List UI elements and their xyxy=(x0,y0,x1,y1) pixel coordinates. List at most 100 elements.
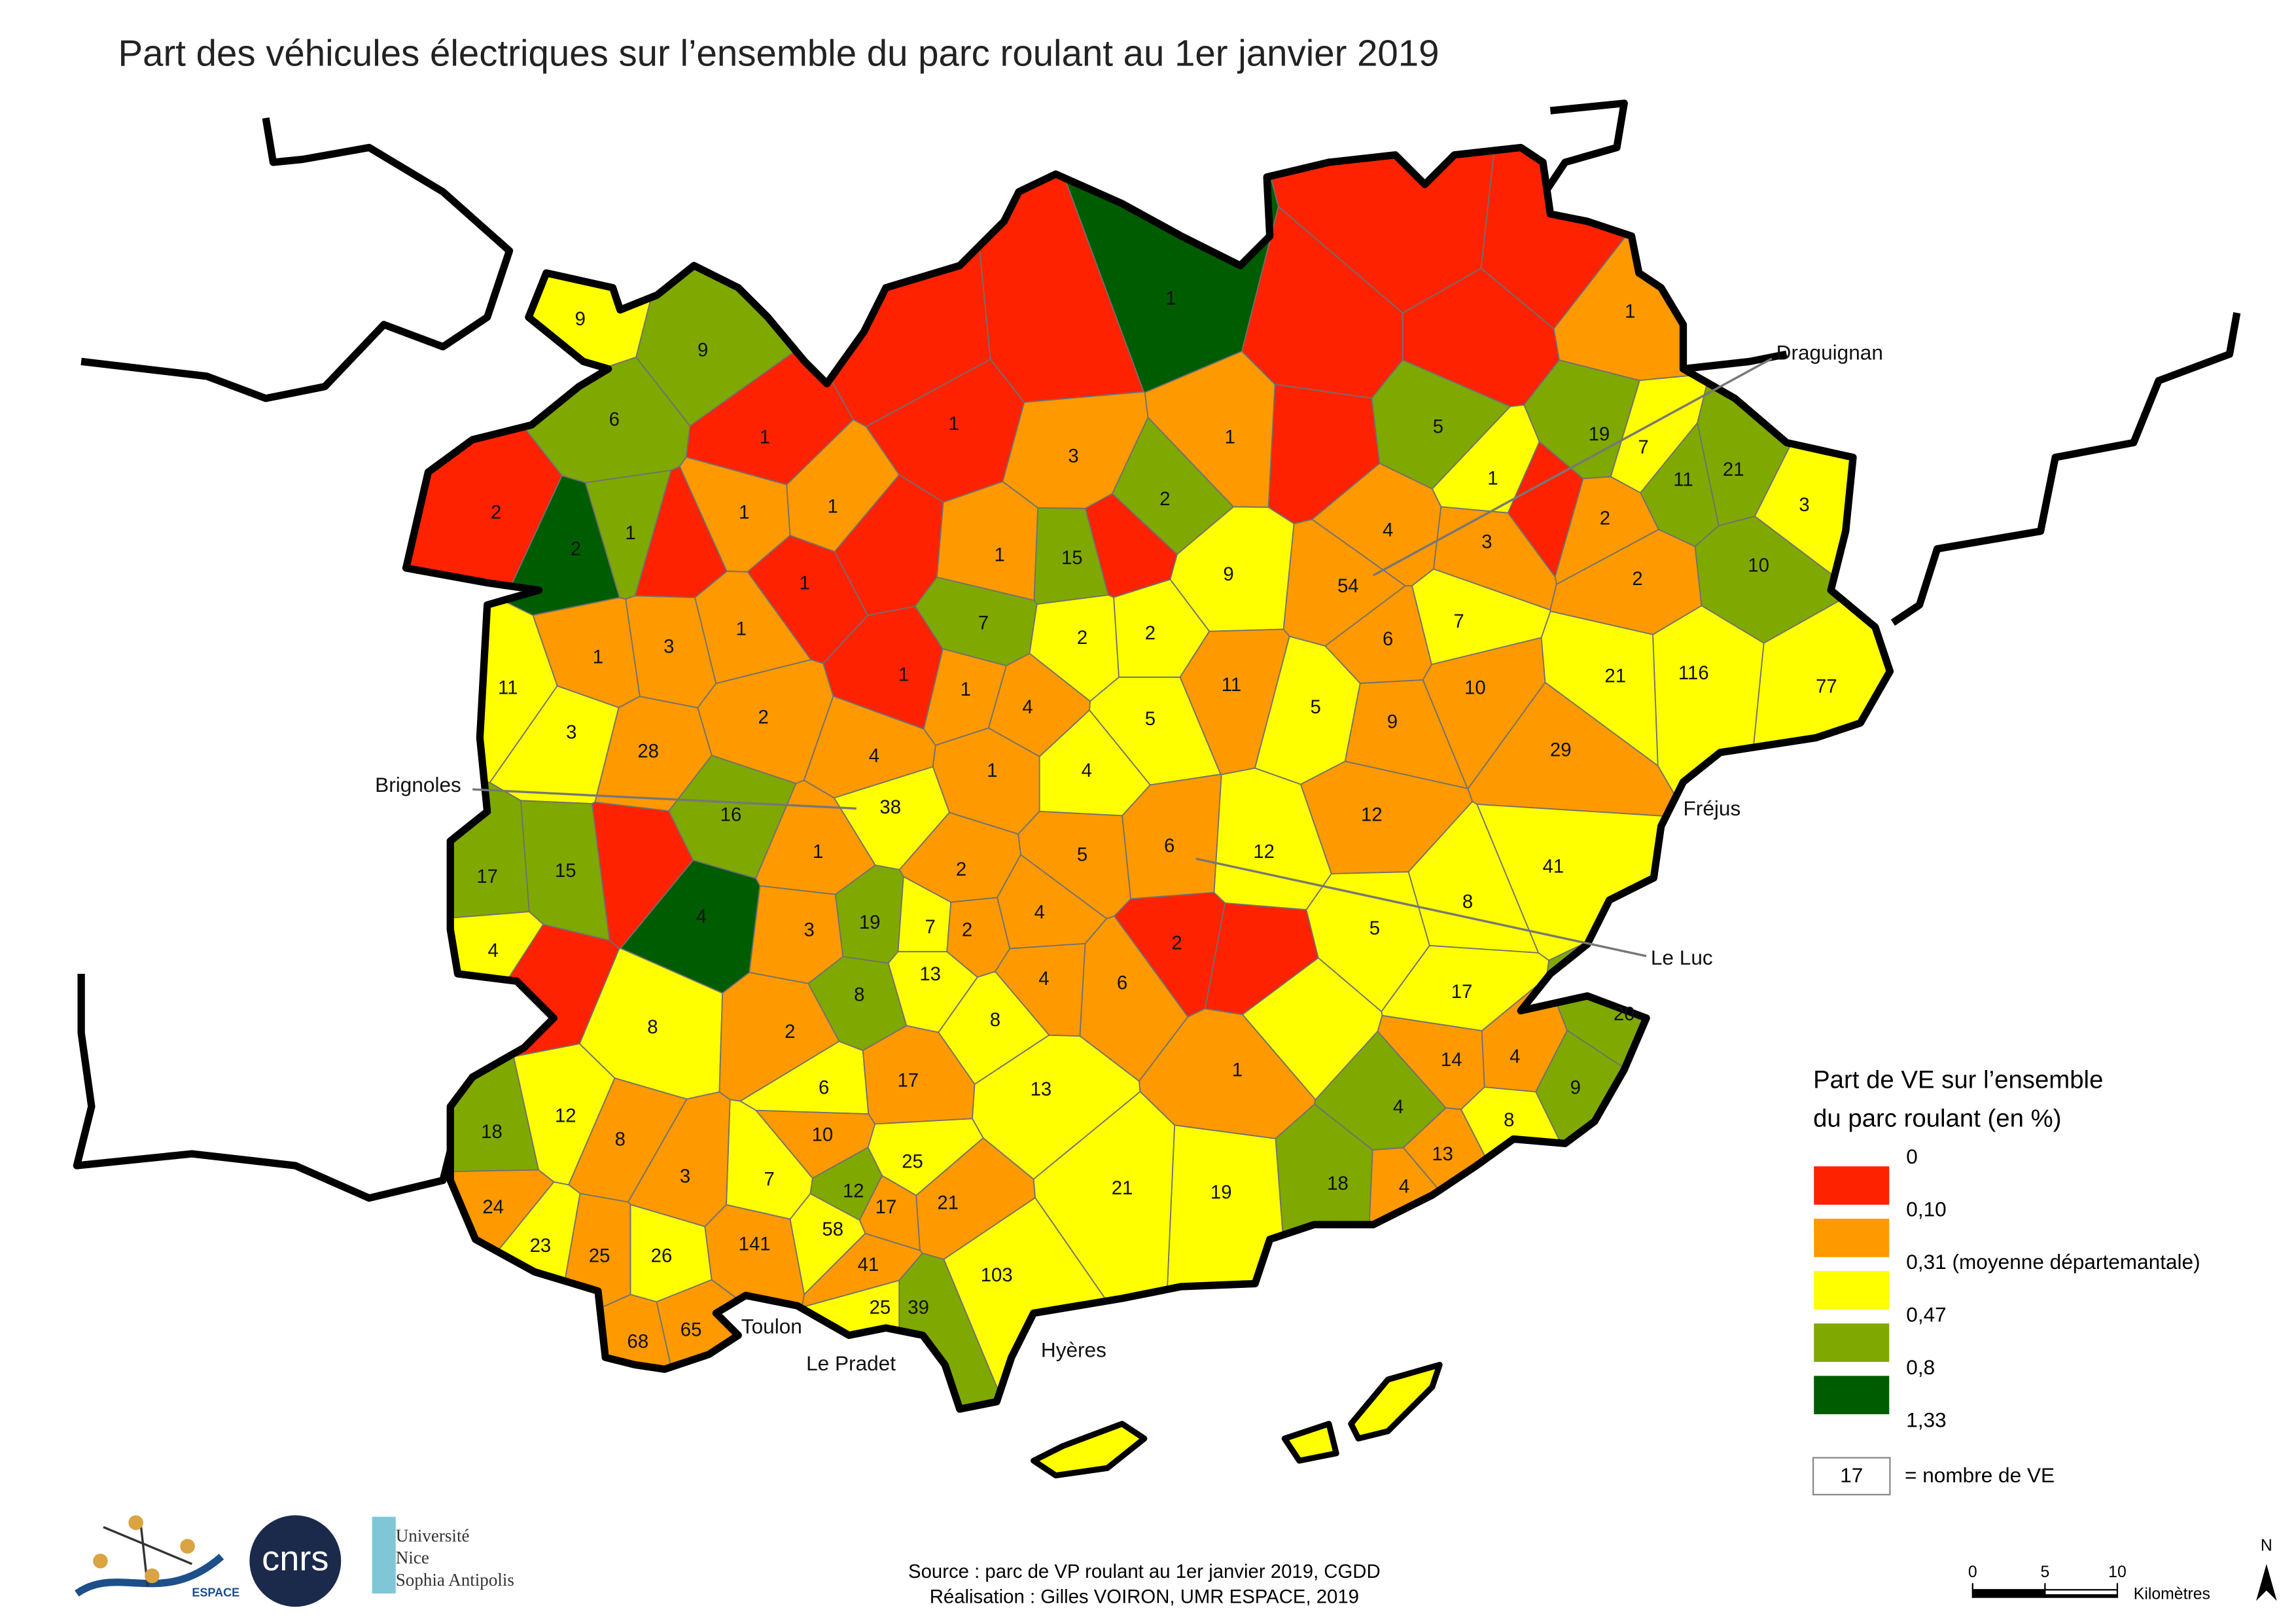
commune-label: 8 xyxy=(854,984,864,1006)
commune-label: 1 xyxy=(1232,1060,1243,1081)
commune-label: 5 xyxy=(1433,416,1443,438)
commune-label: 8 xyxy=(1504,1109,1514,1131)
commune xyxy=(834,474,944,616)
commune-label: 12 xyxy=(555,1105,576,1126)
commune-label: 2 xyxy=(758,707,768,728)
commune-label: 2 xyxy=(1077,627,1087,649)
commune-label: 4 xyxy=(1510,1046,1520,1067)
commune-label: 1 xyxy=(736,618,747,639)
commune-label: 17 xyxy=(476,866,498,887)
logo-text: Nice xyxy=(396,1548,429,1567)
logo-text: ESPACE xyxy=(192,1586,239,1599)
north-arrow: N xyxy=(2256,1537,2277,1601)
commune-label: 5 xyxy=(1369,918,1380,939)
commune-label: 4 xyxy=(1034,901,1044,923)
commune-label: 21 xyxy=(1723,459,1744,480)
commune-label: 28 xyxy=(637,741,659,762)
commune-label: 18 xyxy=(481,1121,503,1143)
commune-label: 3 xyxy=(1068,446,1078,467)
scale-tick-label: 0 xyxy=(1968,1563,1977,1581)
places: Draguignan Brignoles Fréjus Le Luc ToulonLe … xyxy=(375,340,1883,1374)
commune-label: 1 xyxy=(739,501,749,523)
commune-label: 2 xyxy=(1632,568,1642,590)
commune xyxy=(410,1294,696,1410)
commune-label: 8 xyxy=(990,1009,1000,1031)
legend-count-example: 17 xyxy=(1840,1463,1863,1487)
commune-label: 6 xyxy=(609,408,620,430)
commune-label: 7 xyxy=(1453,611,1464,632)
commune-label: 3 xyxy=(680,1166,690,1187)
commune-label: 58 xyxy=(822,1219,843,1240)
commune-label: 12 xyxy=(1361,804,1383,826)
commune-label: 65 xyxy=(680,1319,702,1340)
legend-break: 0,47 xyxy=(1906,1303,1946,1327)
commune-label: 2 xyxy=(962,919,972,940)
commune-label: 7 xyxy=(978,612,989,633)
legend-count-box xyxy=(1812,1457,1891,1495)
commune-label: 2 xyxy=(785,1021,795,1043)
place-label: Fréjus xyxy=(1684,796,1741,820)
commune-label: 4 xyxy=(696,906,707,927)
commune-label: 15 xyxy=(1061,547,1083,569)
department-outline xyxy=(402,143,1894,1413)
commune-label: 3 xyxy=(1481,531,1492,552)
commune-label: 68 xyxy=(627,1330,649,1352)
commune-label: 5 xyxy=(1310,696,1320,718)
commune-label: 38 xyxy=(879,796,901,818)
commune-label: 13 xyxy=(1432,1143,1453,1165)
commune-label: 1 xyxy=(1225,426,1235,448)
commune-label: 2 xyxy=(571,539,581,560)
commune-label: 1 xyxy=(1165,287,1176,309)
legend-break: 0,31 (moyenne départemantale) xyxy=(1906,1250,2200,1274)
commune-label: 3 xyxy=(1799,494,1809,516)
commune-label: 17 xyxy=(875,1196,897,1218)
commune-label: 54 xyxy=(1337,575,1359,597)
commune-label: 7 xyxy=(1638,437,1648,458)
commune-label: 6 xyxy=(1164,835,1174,857)
commune xyxy=(656,1279,805,1410)
place-label: Le Luc xyxy=(1651,946,1713,969)
commune xyxy=(1084,493,1178,598)
commune-label: 10 xyxy=(1748,555,1769,577)
scale-tick-label: 5 xyxy=(2040,1563,2049,1581)
logo-text: cnrs xyxy=(262,1539,328,1578)
commune-label: 1 xyxy=(593,646,603,668)
commune xyxy=(1267,383,1381,525)
commune-label: 13 xyxy=(919,963,941,985)
commune-label: 25 xyxy=(589,1245,610,1267)
commune-label: 8 xyxy=(615,1129,626,1150)
commune-label: 10 xyxy=(1464,677,1486,699)
commune-label: 16 xyxy=(720,804,742,826)
commune-label: 2 xyxy=(491,501,501,523)
commune-label: 3 xyxy=(663,636,674,658)
commune-label: 13 xyxy=(1031,1079,1052,1100)
north-label: N xyxy=(2261,1537,2272,1554)
leader-line xyxy=(1372,357,1773,577)
espace-logo: ESPACE xyxy=(75,1515,239,1599)
commune-label: 24 xyxy=(482,1196,504,1218)
commune-label: 23 xyxy=(530,1235,552,1257)
scale-tick-label: 10 xyxy=(2108,1563,2127,1581)
commune-label: 9 xyxy=(1223,563,1233,585)
source: Source : parc de VP roulant au 1er janvi… xyxy=(908,1561,1381,1582)
neighbour-borders xyxy=(73,99,2241,1202)
commune-label: 4 xyxy=(1393,1096,1404,1118)
commune-label: 141 xyxy=(739,1234,771,1255)
commune-label: 9 xyxy=(698,339,708,361)
commune-label: 4 xyxy=(1383,519,1393,541)
commune-label: 1 xyxy=(961,679,971,700)
commune-label: 2 xyxy=(1145,622,1156,644)
commune-label: 6 xyxy=(819,1077,829,1099)
commune-label: 11 xyxy=(1222,674,1241,696)
commune-label: 3 xyxy=(804,919,814,940)
title: Part des véhicules électriques sur l’ens… xyxy=(118,33,1439,74)
legend-swatch xyxy=(1812,1322,1891,1364)
commune-label: 4 xyxy=(1022,696,1033,718)
commune-label: 2 xyxy=(1600,507,1610,529)
commune-label: 1 xyxy=(1625,301,1635,323)
commune xyxy=(406,1169,555,1410)
commune-label: 4 xyxy=(1082,760,1092,781)
commune-label: 39 xyxy=(908,1297,929,1319)
place-label: Toulon xyxy=(741,1314,802,1338)
commune-label: 12 xyxy=(1253,841,1275,863)
